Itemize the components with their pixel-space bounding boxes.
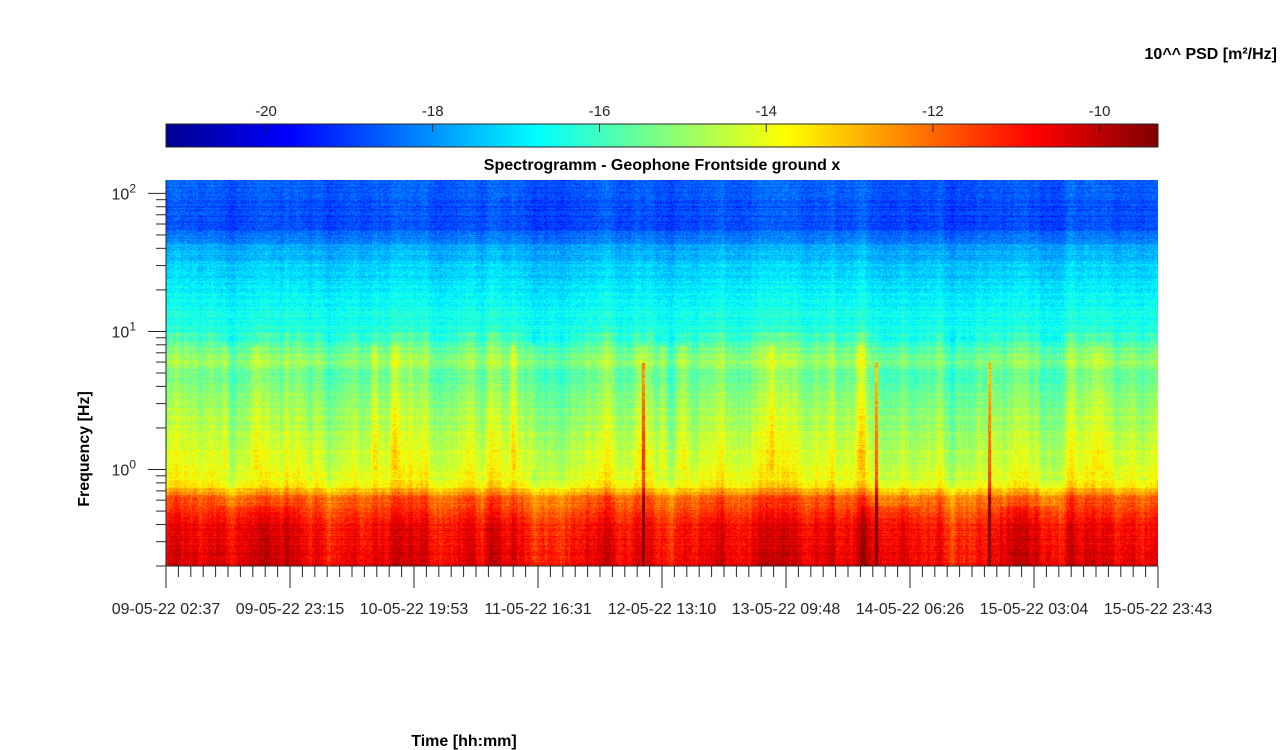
colorbar-gradient <box>165 123 1159 148</box>
y-tick-label: 102 <box>112 181 137 203</box>
chart-title: Spectrogramm - Geophone Frontside ground… <box>484 157 841 174</box>
plot-area <box>166 180 1158 566</box>
x-tick-label: 15-05-22 03:04 <box>980 601 1089 618</box>
x-tick-label: 11-05-22 16:31 <box>484 601 591 618</box>
colorbar-tick-label: -20 <box>255 103 277 120</box>
colorbar-tick-label: -14 <box>755 103 777 120</box>
x-axis-label: Time [hh:mm] <box>411 733 516 750</box>
y-tick-label: 100 <box>112 458 137 480</box>
y-axis-label: Frequency [Hz] <box>76 391 93 507</box>
colorbar-tick-label: -12 <box>922 103 944 120</box>
y-tick-label: 101 <box>112 319 137 341</box>
x-tick-label: 15-05-22 23:43 <box>1104 601 1213 618</box>
x-tick-label: 12-05-22 13:10 <box>608 601 717 618</box>
x-tick-label: 10-05-22 19:53 <box>360 601 469 618</box>
colorbar-tick-label: -18 <box>422 103 444 120</box>
colorbar-tick-label: -10 <box>1089 103 1111 120</box>
x-tick-label: 14-05-22 06:26 <box>856 601 965 618</box>
spectrogram-heatmap <box>166 180 1158 566</box>
x-axis: 09-05-22 02:37 09-05-22 23:15 10-05-22 19:… <box>112 565 1213 618</box>
colorbar-tick-label: -16 <box>589 103 611 120</box>
colorbar: -20 -18 -16 -14 -12 -10 <box>165 103 1159 148</box>
x-tick-label: 13-05-22 09:48 <box>732 601 841 618</box>
colorbar-label: 10^^ PSD [m²/Hz] <box>1145 46 1277 63</box>
colorbar-ticks: -20 -18 -16 -14 -12 -10 <box>255 103 1110 132</box>
y-axis: 100 101 102 <box>112 180 167 567</box>
x-tick-label: 09-05-22 02:37 <box>112 601 221 618</box>
x-tick-label: 09-05-22 23:15 <box>236 601 345 618</box>
